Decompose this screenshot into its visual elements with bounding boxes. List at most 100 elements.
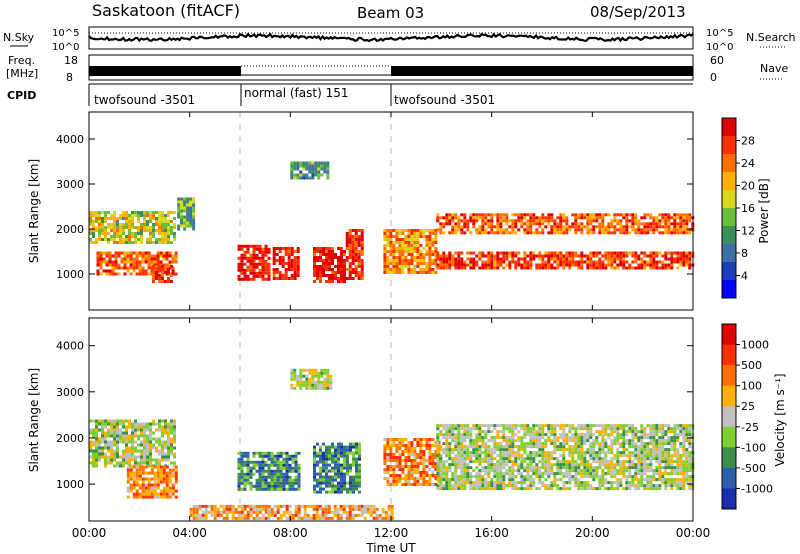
range-cell bbox=[619, 466, 623, 470]
range-cell bbox=[425, 229, 429, 232]
range-cell bbox=[622, 448, 626, 452]
range-cell bbox=[122, 425, 125, 429]
range-cell bbox=[116, 235, 119, 238]
range-cell bbox=[140, 431, 143, 435]
range-cell bbox=[117, 251, 121, 255]
range-cell bbox=[334, 253, 337, 256]
range-cell bbox=[410, 444, 414, 447]
range-cell bbox=[529, 251, 533, 255]
range-cell bbox=[598, 257, 602, 261]
range-cell bbox=[625, 475, 629, 479]
range-cell bbox=[544, 463, 548, 467]
range-cell bbox=[676, 433, 680, 437]
range-cell bbox=[422, 450, 426, 453]
range-cell bbox=[170, 425, 173, 429]
range-cell bbox=[398, 477, 402, 480]
range-cell bbox=[389, 244, 393, 247]
range-cell bbox=[667, 424, 671, 428]
range-cell bbox=[676, 254, 680, 258]
range-cell bbox=[592, 454, 596, 458]
range-cell bbox=[445, 472, 449, 476]
range-cell bbox=[279, 466, 283, 470]
range-cell bbox=[481, 487, 485, 491]
range-cell bbox=[428, 477, 432, 480]
range-cell bbox=[389, 259, 393, 262]
range-cell bbox=[434, 462, 438, 465]
range-cell bbox=[601, 228, 605, 232]
range-cell bbox=[679, 433, 683, 437]
range-cell bbox=[553, 228, 557, 232]
range-cell bbox=[392, 253, 396, 256]
range-cell bbox=[571, 463, 575, 467]
range-cell bbox=[122, 232, 125, 235]
range-cell bbox=[688, 213, 692, 217]
range-cell bbox=[472, 481, 476, 485]
range-cell bbox=[246, 256, 250, 260]
range-cell bbox=[448, 263, 452, 267]
range-cell bbox=[161, 220, 164, 223]
range-cell bbox=[583, 460, 587, 464]
range-cell bbox=[404, 244, 408, 247]
range-cell bbox=[290, 161, 294, 165]
range-cell bbox=[481, 436, 485, 440]
range-cell bbox=[610, 266, 614, 270]
range-cell bbox=[119, 232, 122, 235]
range-cell bbox=[329, 380, 333, 384]
range-cell bbox=[622, 228, 626, 232]
range-cell bbox=[413, 268, 417, 271]
range-cell bbox=[331, 460, 334, 464]
range-cell bbox=[511, 213, 515, 217]
range-cell bbox=[538, 251, 542, 255]
range-cell bbox=[574, 463, 578, 467]
range-cell bbox=[314, 164, 318, 168]
range-cell bbox=[574, 451, 578, 455]
range-cell bbox=[425, 465, 429, 468]
range-cell bbox=[517, 257, 521, 261]
range-cell bbox=[595, 451, 599, 455]
range-cell bbox=[132, 257, 136, 261]
range-cell bbox=[273, 469, 277, 473]
range-cell bbox=[146, 229, 149, 232]
range-cell bbox=[649, 260, 653, 264]
range-cell bbox=[589, 487, 593, 491]
range-cell bbox=[89, 232, 92, 235]
range-cell bbox=[442, 436, 446, 440]
range-cell bbox=[667, 442, 671, 446]
range-cell bbox=[637, 439, 641, 443]
range-cell bbox=[637, 463, 641, 467]
range-cell bbox=[326, 368, 330, 372]
range-cell bbox=[255, 460, 259, 464]
range-cell bbox=[302, 173, 306, 177]
range-cell bbox=[451, 475, 455, 479]
range-cell bbox=[505, 448, 509, 452]
range-cell bbox=[434, 229, 438, 232]
range-cell bbox=[243, 250, 247, 254]
range-cell bbox=[228, 510, 232, 514]
range-cell bbox=[487, 430, 491, 434]
range-cell bbox=[493, 475, 497, 479]
range-cell bbox=[439, 457, 443, 461]
range-cell bbox=[610, 433, 614, 437]
range-cell bbox=[505, 460, 509, 464]
range-cell bbox=[137, 220, 140, 223]
range-cell bbox=[98, 428, 101, 432]
range-cell bbox=[401, 477, 405, 480]
range-cell bbox=[643, 225, 647, 229]
range-cell bbox=[154, 274, 158, 277]
range-cell bbox=[158, 211, 161, 214]
range-cell bbox=[413, 229, 417, 232]
range-cell bbox=[460, 442, 464, 446]
range-cell bbox=[410, 229, 414, 232]
range-cell bbox=[517, 457, 521, 461]
power-ylabel: Slant Range [km] bbox=[27, 159, 41, 263]
range-cell bbox=[279, 469, 283, 473]
range-cell bbox=[574, 436, 578, 440]
range-cell bbox=[128, 425, 131, 429]
range-cell bbox=[514, 251, 518, 255]
range-cell bbox=[132, 483, 136, 487]
range-cell bbox=[505, 231, 509, 235]
range-cell bbox=[345, 238, 349, 241]
range-cell bbox=[658, 430, 662, 434]
range-cell bbox=[685, 251, 689, 255]
range-cell bbox=[314, 374, 318, 378]
